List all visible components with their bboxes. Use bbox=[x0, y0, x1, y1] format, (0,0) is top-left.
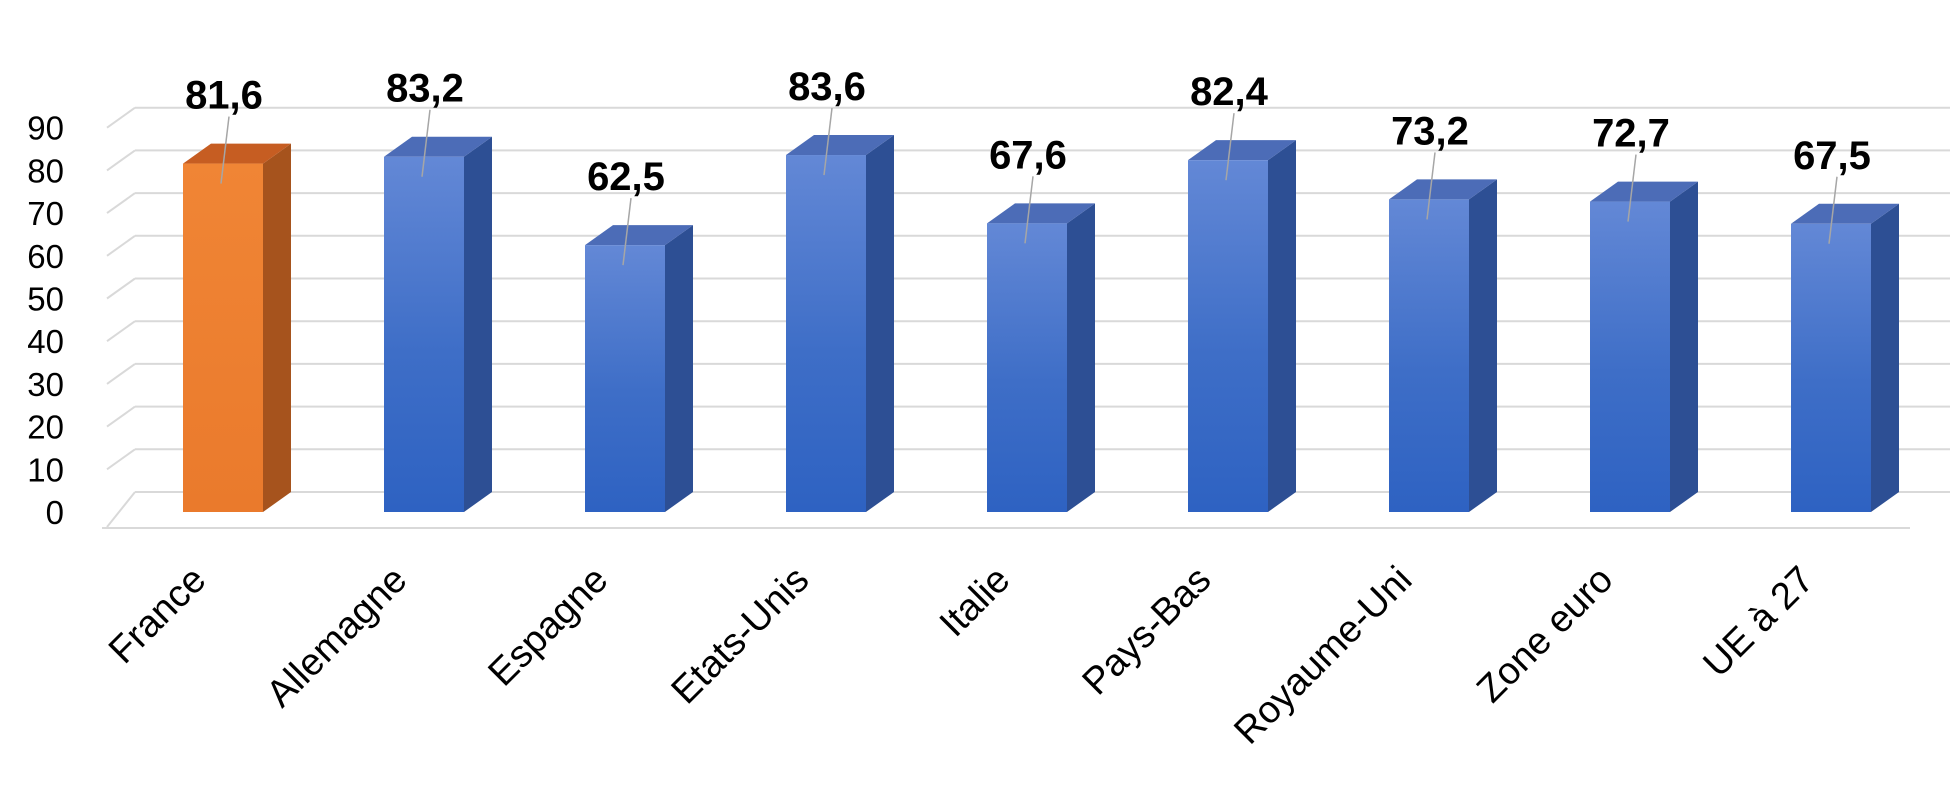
bar-top bbox=[384, 136, 492, 157]
y-axis: 0 10 20 30 40 50 60 70 80 90 bbox=[27, 110, 64, 531]
leader-line bbox=[823, 107, 833, 176]
bar-4 bbox=[786, 135, 894, 512]
gridline-side bbox=[106, 106, 136, 129]
leader-line bbox=[622, 198, 632, 266]
data-label: 72,7 bbox=[1592, 112, 1670, 156]
data-label: 62,5 bbox=[587, 155, 665, 199]
bar-side bbox=[1871, 203, 1899, 512]
y-tick-label: 90 bbox=[27, 110, 64, 147]
bar-front bbox=[585, 245, 665, 512]
data-label: 82,4 bbox=[1190, 70, 1269, 114]
gridline-side bbox=[106, 491, 136, 528]
y-tick-label: 30 bbox=[27, 366, 64, 403]
bar-7 bbox=[1389, 179, 1497, 512]
bar-side bbox=[1469, 179, 1497, 512]
gridline-side bbox=[106, 234, 136, 257]
bar-side bbox=[263, 143, 291, 512]
bars bbox=[183, 135, 1899, 513]
leader-line bbox=[220, 116, 230, 184]
data-label: 81,6 bbox=[185, 74, 263, 118]
bar-9 bbox=[1791, 203, 1899, 512]
x-tick-label: Italie bbox=[932, 559, 1018, 645]
bar-top bbox=[585, 225, 693, 246]
gridline-side bbox=[106, 277, 136, 300]
bar-top bbox=[987, 203, 1095, 224]
leader-line bbox=[1225, 113, 1235, 181]
data-labels: 81,6 83,2 62,5 83,6 67,6 82,4 73,2 72,7 67,5 bbox=[185, 65, 1871, 266]
bar-5 bbox=[987, 203, 1095, 512]
bar-side bbox=[1268, 140, 1296, 513]
bar-front bbox=[786, 155, 866, 512]
bar-front bbox=[1188, 160, 1268, 513]
y-tick-label: 70 bbox=[27, 195, 64, 232]
bar-top bbox=[183, 143, 291, 164]
data-label: 83,6 bbox=[788, 65, 866, 109]
data-label: 83,2 bbox=[386, 67, 464, 111]
y-tick-label: 20 bbox=[27, 409, 64, 446]
bar-1 bbox=[183, 143, 291, 512]
data-label: 67,5 bbox=[1793, 134, 1871, 178]
bar-6 bbox=[1188, 140, 1296, 513]
bar-8 bbox=[1590, 181, 1698, 513]
y-tick-label: 80 bbox=[27, 152, 64, 189]
bar-front bbox=[987, 223, 1067, 512]
bar-top bbox=[1389, 179, 1497, 200]
bar-top bbox=[1791, 203, 1899, 224]
leader-line bbox=[1426, 152, 1436, 220]
y-tick-label: 40 bbox=[27, 323, 64, 360]
gridline-side bbox=[106, 192, 136, 214]
leader-line bbox=[421, 109, 431, 177]
y-tick-label: 10 bbox=[27, 451, 64, 488]
bar-top bbox=[1590, 181, 1698, 202]
bar-front bbox=[1791, 223, 1871, 512]
bar-top bbox=[1188, 140, 1296, 161]
x-tick-label: Espagne bbox=[481, 559, 617, 695]
x-tick-label: UE à 27 bbox=[1696, 559, 1823, 686]
bar-side bbox=[665, 225, 693, 512]
bar-front bbox=[1590, 201, 1670, 513]
x-tick-label: Etats-Unis bbox=[664, 559, 818, 713]
data-label: 67,6 bbox=[989, 133, 1067, 177]
gridline-side bbox=[106, 405, 136, 428]
gridline-side bbox=[106, 363, 136, 385]
y-tick-label: 0 bbox=[46, 494, 64, 531]
bar-front bbox=[1389, 199, 1469, 512]
leader-line bbox=[1627, 154, 1637, 222]
x-tick-label: Royaume-Uni bbox=[1226, 559, 1420, 753]
bar-2 bbox=[384, 136, 492, 512]
bar-top bbox=[786, 135, 894, 156]
bar-front bbox=[384, 156, 464, 512]
gridline-side bbox=[106, 149, 136, 172]
bar-side bbox=[866, 135, 894, 512]
x-tick-label: Allemagne bbox=[259, 559, 416, 716]
y-tick-label: 50 bbox=[27, 281, 64, 318]
bar-side bbox=[1067, 203, 1095, 512]
gridline-side bbox=[106, 448, 136, 471]
data-label: 73,2 bbox=[1391, 109, 1469, 153]
leader-line bbox=[1024, 176, 1034, 244]
x-tick-label: France bbox=[101, 559, 214, 672]
gridline-side bbox=[106, 320, 136, 343]
y-tick-label: 60 bbox=[27, 238, 64, 275]
bar-front bbox=[183, 163, 263, 512]
x-tick-label: Zone euro bbox=[1469, 559, 1621, 711]
bar-side bbox=[1670, 181, 1698, 513]
leader-line bbox=[1828, 176, 1838, 244]
bar-side bbox=[464, 136, 492, 512]
x-tick-label: Pays-Bas bbox=[1075, 559, 1220, 704]
bar-3 bbox=[585, 225, 693, 512]
x-axis: France Allemagne Espagne Etats-Unis Italie Pa… bbox=[101, 559, 1822, 753]
